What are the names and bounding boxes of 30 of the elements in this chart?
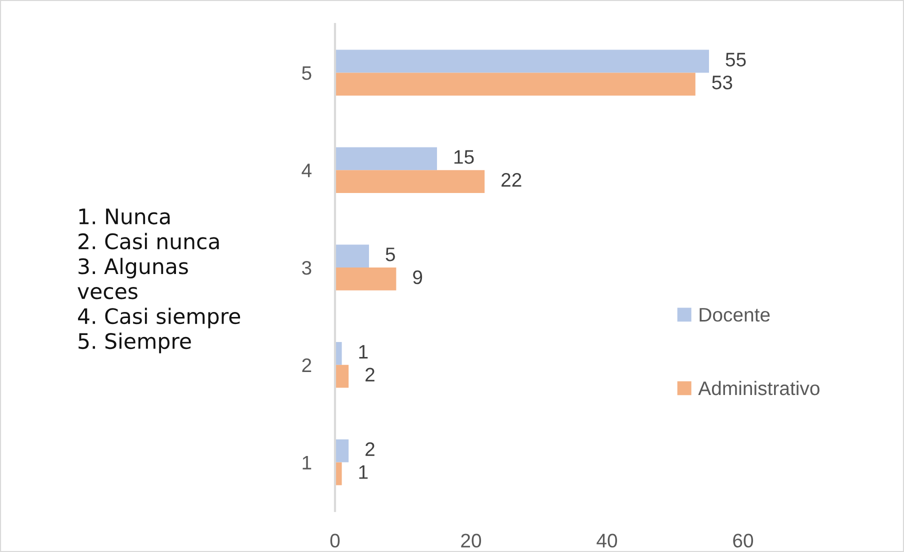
data-label: 2	[366, 368, 374, 382]
data-label: 5	[386, 248, 395, 262]
x-tick-label: 60	[733, 534, 754, 548]
bar	[335, 72, 696, 96]
y-tick-label: 2	[302, 358, 312, 372]
legend-label: Docente	[700, 308, 770, 322]
y-tick-label: 5	[302, 66, 312, 80]
bar	[335, 364, 349, 388]
data-label: 1	[359, 465, 368, 479]
data-label: 15	[454, 150, 474, 164]
y-tick-label: 4	[302, 164, 312, 178]
bar	[335, 439, 349, 462]
x-tick-label: 20	[461, 534, 482, 548]
y-tick-label: 3	[302, 260, 312, 275]
x-tick-label: 40	[596, 534, 618, 548]
text: 1. Nunca 2. Casi nunca 3. Algunas veces 4. Casi siempre 5. Siempre	[78, 208, 240, 354]
data-label: 22	[502, 172, 522, 187]
y-tick-label: 1	[302, 456, 312, 470]
data-label: 9	[413, 270, 422, 284]
data-label: 1	[359, 345, 368, 358]
x-tick-label: 0	[330, 534, 340, 548]
bar	[335, 268, 396, 290]
bar	[335, 244, 369, 268]
data-label: 55	[726, 52, 746, 66]
bar	[335, 147, 437, 170]
bar	[335, 170, 485, 193]
data-label: 53	[712, 76, 732, 90]
legend-label: Administrativo	[698, 380, 820, 396]
bar	[335, 50, 709, 73]
data-label: 2	[366, 442, 374, 456]
